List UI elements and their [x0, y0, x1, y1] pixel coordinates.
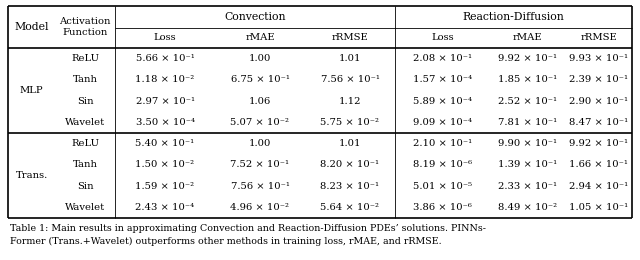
- Text: Tanh: Tanh: [72, 160, 97, 169]
- Text: 9.92 × 10⁻¹: 9.92 × 10⁻¹: [498, 54, 557, 63]
- Text: 5.40 × 10⁻¹: 5.40 × 10⁻¹: [136, 139, 195, 148]
- Text: 9.90 × 10⁻¹: 9.90 × 10⁻¹: [498, 139, 557, 148]
- Text: 2.10 × 10⁻¹: 2.10 × 10⁻¹: [413, 139, 472, 148]
- Text: 1.06: 1.06: [249, 97, 271, 106]
- Text: 8.23 × 10⁻¹: 8.23 × 10⁻¹: [321, 182, 380, 191]
- Text: 7.56 × 10⁻¹: 7.56 × 10⁻¹: [321, 75, 380, 84]
- Text: 1.01: 1.01: [339, 139, 361, 148]
- Text: 4.96 × 10⁻²: 4.96 × 10⁻²: [230, 203, 289, 212]
- Text: 5.01 × 10⁻⁵: 5.01 × 10⁻⁵: [413, 182, 472, 191]
- Text: 9.09 × 10⁻⁴: 9.09 × 10⁻⁴: [413, 118, 472, 127]
- Text: 2.97 × 10⁻¹: 2.97 × 10⁻¹: [136, 97, 195, 106]
- Text: 7.81 × 10⁻¹: 7.81 × 10⁻¹: [498, 118, 557, 127]
- Text: 5.66 × 10⁻¹: 5.66 × 10⁻¹: [136, 54, 195, 63]
- Text: 1.59 × 10⁻²: 1.59 × 10⁻²: [136, 182, 195, 191]
- Text: 1.85 × 10⁻¹: 1.85 × 10⁻¹: [498, 75, 557, 84]
- Text: Trans.: Trans.: [15, 171, 47, 180]
- Text: 1.39 × 10⁻¹: 1.39 × 10⁻¹: [498, 160, 557, 169]
- Text: 8.19 × 10⁻⁶: 8.19 × 10⁻⁶: [413, 160, 472, 169]
- Text: Wavelet: Wavelet: [65, 118, 105, 127]
- Text: Wavelet: Wavelet: [65, 203, 105, 212]
- Text: 9.92 × 10⁻¹: 9.92 × 10⁻¹: [569, 139, 628, 148]
- Text: 8.49 × 10⁻²: 8.49 × 10⁻²: [498, 203, 557, 212]
- Text: 1.57 × 10⁻⁴: 1.57 × 10⁻⁴: [413, 75, 472, 84]
- Text: 8.20 × 10⁻¹: 8.20 × 10⁻¹: [321, 160, 380, 169]
- Text: Loss: Loss: [431, 34, 454, 42]
- Text: rRMSE: rRMSE: [332, 34, 369, 42]
- Text: ReLU: ReLU: [71, 139, 99, 148]
- Text: 7.56 × 10⁻¹: 7.56 × 10⁻¹: [230, 182, 289, 191]
- Text: Sin: Sin: [77, 182, 93, 191]
- Text: 2.08 × 10⁻¹: 2.08 × 10⁻¹: [413, 54, 472, 63]
- Text: 1.05 × 10⁻¹: 1.05 × 10⁻¹: [569, 203, 628, 212]
- Text: 7.52 × 10⁻¹: 7.52 × 10⁻¹: [230, 160, 289, 169]
- Text: Activation
Function: Activation Function: [60, 17, 111, 37]
- Text: 8.47 × 10⁻¹: 8.47 × 10⁻¹: [569, 118, 628, 127]
- Text: 5.89 × 10⁻⁴: 5.89 × 10⁻⁴: [413, 97, 472, 106]
- Text: Tanh: Tanh: [72, 75, 97, 84]
- Text: 3.50 × 10⁻⁴: 3.50 × 10⁻⁴: [136, 118, 195, 127]
- Text: 1.00: 1.00: [249, 54, 271, 63]
- Text: Reaction-Diffusion: Reaction-Diffusion: [463, 12, 564, 22]
- Text: 6.75 × 10⁻¹: 6.75 × 10⁻¹: [230, 75, 289, 84]
- Text: 1.66 × 10⁻¹: 1.66 × 10⁻¹: [569, 160, 628, 169]
- Text: 5.07 × 10⁻²: 5.07 × 10⁻²: [230, 118, 289, 127]
- Text: 2.94 × 10⁻¹: 2.94 × 10⁻¹: [569, 182, 628, 191]
- Text: 1.00: 1.00: [249, 139, 271, 148]
- Text: 2.39 × 10⁻¹: 2.39 × 10⁻¹: [569, 75, 628, 84]
- Text: 1.12: 1.12: [339, 97, 361, 106]
- Text: ReLU: ReLU: [71, 54, 99, 63]
- Text: Table 1: Main results in approximating Convection and Reaction-Diffusion PDEs’ s: Table 1: Main results in approximating C…: [10, 224, 486, 246]
- Text: Sin: Sin: [77, 97, 93, 106]
- Text: 1.01: 1.01: [339, 54, 361, 63]
- Text: 5.64 × 10⁻²: 5.64 × 10⁻²: [321, 203, 380, 212]
- Text: Convection: Convection: [224, 12, 285, 22]
- Text: 1.18 × 10⁻²: 1.18 × 10⁻²: [136, 75, 195, 84]
- Text: rMAE: rMAE: [513, 34, 542, 42]
- Text: rRMSE: rRMSE: [580, 34, 617, 42]
- Text: rMAE: rMAE: [245, 34, 275, 42]
- Text: 2.90 × 10⁻¹: 2.90 × 10⁻¹: [569, 97, 628, 106]
- Text: MLP: MLP: [20, 86, 44, 95]
- Text: 2.52 × 10⁻¹: 2.52 × 10⁻¹: [498, 97, 557, 106]
- Text: 2.33 × 10⁻¹: 2.33 × 10⁻¹: [498, 182, 557, 191]
- Text: 2.43 × 10⁻⁴: 2.43 × 10⁻⁴: [136, 203, 195, 212]
- Text: Loss: Loss: [154, 34, 176, 42]
- Text: 1.50 × 10⁻²: 1.50 × 10⁻²: [136, 160, 195, 169]
- Text: 9.93 × 10⁻¹: 9.93 × 10⁻¹: [569, 54, 628, 63]
- Text: Model: Model: [14, 22, 49, 32]
- Text: 5.75 × 10⁻²: 5.75 × 10⁻²: [321, 118, 380, 127]
- Text: 3.86 × 10⁻⁶: 3.86 × 10⁻⁶: [413, 203, 472, 212]
